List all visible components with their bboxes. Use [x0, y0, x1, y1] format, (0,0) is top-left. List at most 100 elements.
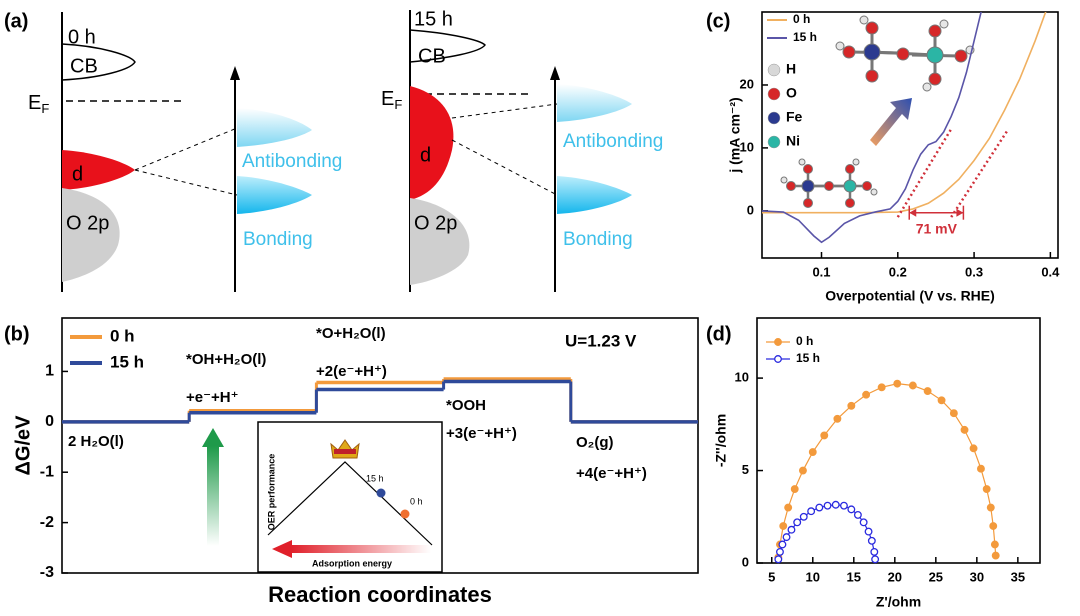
cb-label: CB: [70, 55, 98, 77]
legend-label: 0 h: [796, 334, 813, 348]
hybrid-line: [451, 103, 558, 119]
atom-label: O: [786, 85, 797, 101]
x-axis-label: Reaction coordinates: [268, 582, 492, 607]
x-tick-label: 25: [929, 569, 943, 584]
fermi-sub: F: [41, 101, 49, 116]
antibonding-band: [237, 108, 312, 147]
o2p-band: [410, 198, 470, 285]
legend-label: 15 h: [110, 352, 144, 371]
data-point: [820, 431, 829, 440]
hybrid-line: [134, 127, 238, 171]
molecule-decor: [780, 15, 975, 208]
red-arrow: [291, 545, 431, 553]
data-point: [808, 448, 817, 457]
data-point: [798, 466, 807, 475]
x-tick-label: 0.2: [889, 264, 907, 279]
time-label: 15 h: [414, 8, 453, 30]
data-point: [969, 444, 978, 453]
data-point: [923, 387, 932, 395]
legend-marker: [774, 355, 782, 363]
data-point: [847, 401, 856, 410]
antibonding-band: [557, 84, 632, 122]
green-arrow: [207, 446, 219, 546]
data-point: [949, 409, 958, 418]
fermi-main: E: [28, 92, 41, 114]
tangent: [950, 128, 1010, 218]
data-point: [833, 414, 842, 423]
data-point: [853, 510, 862, 519]
bonding-band: [557, 176, 632, 214]
data-point: [990, 540, 999, 549]
atom-swatch: [767, 87, 781, 101]
step-label: +4(e⁻+H⁺): [576, 465, 647, 482]
x-tick-label: 10: [806, 569, 820, 584]
data-point: [937, 396, 946, 405]
inset-decor: [202, 421, 443, 573]
data-point: [982, 485, 991, 493]
y-tick-label: 10: [740, 139, 754, 154]
data-point: [986, 503, 995, 512]
panel-label: (d): [706, 323, 732, 345]
d-label: d: [72, 163, 83, 185]
tangent: [896, 128, 953, 218]
o2p-band: [62, 188, 120, 282]
legend-label: 15 h: [796, 351, 820, 365]
y-axis-label: ΔG/eV: [12, 415, 34, 476]
legend-label: 0 h: [793, 12, 810, 26]
cb-label: CB: [418, 45, 446, 67]
data-point: [870, 547, 879, 556]
inset-xlabel: Adsorption energy: [312, 558, 392, 568]
data-point: [859, 518, 868, 527]
o2p-label: O 2p: [414, 212, 457, 234]
data-point: [877, 383, 886, 392]
data-point: [840, 501, 848, 510]
y-axis-label: -Z''/ohm: [713, 414, 729, 467]
y-tick-label: 20: [740, 76, 754, 91]
data-point: [784, 503, 793, 512]
inset-point-label: 0 h: [410, 496, 423, 506]
fermi-label: EF: [28, 92, 49, 116]
y-axis-label: j (mA cm⁻²): [727, 97, 743, 173]
plot-frame: [61, 317, 699, 574]
atom-label: Ni: [786, 133, 800, 149]
data-point: [807, 507, 816, 516]
hybrid-line: [134, 169, 238, 196]
x-tick-label: 35: [1011, 569, 1025, 584]
atom-label: Fe: [786, 109, 803, 125]
o2p-label: O 2p: [66, 212, 109, 234]
plot-frame: [756, 317, 1041, 564]
antibonding-label: Antibonding: [242, 151, 342, 172]
x-tick-label: 15: [847, 569, 861, 584]
y-tick-label: -1: [40, 463, 54, 480]
data-point: [823, 501, 832, 510]
step-label: 2 H₂O(l): [68, 433, 124, 450]
step-label: *OH+H₂O(l): [186, 351, 266, 368]
fit-line: [777, 383, 997, 558]
atom-swatch: [767, 63, 781, 77]
gap-arrowhead: [909, 208, 917, 217]
plot-frame: [761, 11, 1059, 259]
data-point: [831, 500, 840, 509]
y-tick-label: -3: [40, 564, 54, 581]
inset-point-label: 15 h: [366, 473, 384, 483]
d-band: [62, 150, 135, 190]
hybrid-line: [451, 139, 558, 196]
data-point: [864, 527, 873, 536]
bonding-label: Bonding: [243, 229, 313, 250]
data-point: [776, 547, 784, 556]
data-point: [893, 379, 902, 388]
atom-swatch: [767, 135, 781, 149]
cb-band: [61, 43, 136, 81]
step-label: +3(e⁻+H⁺): [446, 425, 517, 442]
data-point: [976, 464, 985, 473]
data-point: [778, 540, 787, 549]
gap-arrowhead: [956, 208, 964, 217]
data-point: [862, 390, 871, 399]
fermi-main: E: [381, 88, 394, 110]
antibonding-label: Antibonding: [563, 131, 663, 152]
axis-arrow: [230, 66, 240, 80]
y-tick-label: 10: [735, 370, 749, 385]
x-tick-label: 20: [888, 569, 902, 584]
y-tick-label: 0: [742, 554, 749, 569]
